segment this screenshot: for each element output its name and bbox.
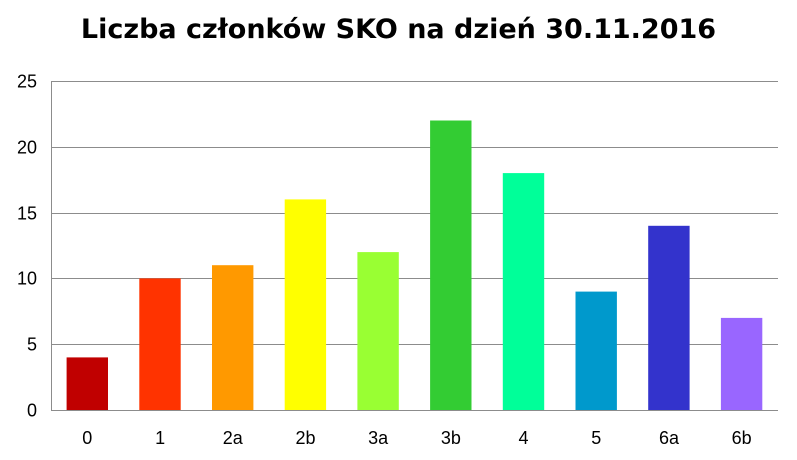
x-tick-label: 4 [518,428,528,448]
bar-0 [66,357,108,410]
x-tick-label: 2b [295,428,315,448]
bar-2b [284,199,327,410]
x-tick-label: 2a [223,428,244,448]
bar-5 [575,291,617,410]
chart-title: Liczba członków SKO na dzień 30.11.2016 [80,14,717,45]
bars [66,120,763,410]
y-tick-label: 20 [17,138,37,158]
bar-3a [357,252,399,410]
x-tick-label: 3a [368,428,389,448]
bar-2a [212,265,254,410]
y-tick-labels: 0 5 10 15 20 25 [17,72,37,421]
x-tick-label: 3b [441,428,461,448]
bar-6b [720,317,763,410]
bar-3b [430,120,472,410]
x-tick-label: 1 [155,428,165,448]
x-tick-label: 6a [659,428,680,448]
bar-4 [502,173,545,410]
y-tick-label: 25 [17,72,37,92]
bar-1 [139,278,181,410]
x-tick-label: 6b [732,428,752,448]
x-tick-labels: 0 1 2a 2b 3a 3b 4 5 6a 6b [82,428,751,448]
bar-6a [648,225,690,410]
x-tick-label: 5 [591,428,601,448]
y-tick-label: 10 [17,269,37,289]
y-tick-label: 15 [17,204,37,224]
y-tick-label: 5 [27,335,37,355]
y-tick-label: 0 [27,401,37,421]
x-tick-label: 0 [82,428,92,448]
